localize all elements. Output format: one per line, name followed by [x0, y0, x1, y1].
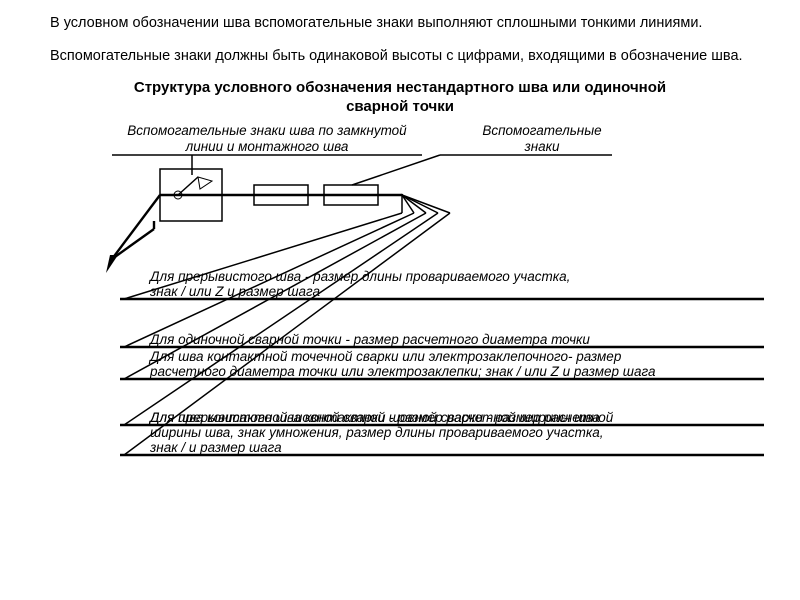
weld-designation-diagram: Вспомогательные знаки шва по замкнутойли… [22, 121, 782, 513]
row-intermittent-line-2: знак / или Z и размер шага [149, 284, 321, 299]
callout-closed-line-label-2: линии и монтажного шва [185, 139, 349, 154]
heading-line-2: сварной точки [346, 98, 454, 115]
site-weld-flag-icon [198, 177, 212, 189]
section-heading: Структура условного обозначения нестанда… [32, 79, 768, 117]
row-intermittent-seam-line-2: ширины шва, знак умножения, размер длины… [150, 425, 604, 440]
row-single-point-line-1: Для одиночной сварной точки - размер рас… [148, 332, 590, 347]
row-intermittent-seam-line-3: знак / и размер шага [149, 440, 282, 455]
row-intermittent-seam-line-1: Для прерывистого шва контактной шовной с… [148, 410, 614, 425]
row-spot-or-plug-line-1: Для шва контактной точечной сварки или э… [148, 349, 622, 364]
paragraph-2: Вспомогательные знаки должны быть одинак… [22, 47, 778, 66]
diagram-container: Вспомогательные знаки шва по замкнутойли… [22, 121, 782, 513]
callout-aux-label-2: знаки [523, 139, 560, 154]
callout-closed-line-label-1: Вспомогательные знаки шва по замкнутой [127, 123, 407, 138]
paragraph-1: В условном обозначении шва вспомогательн… [22, 14, 778, 33]
row-intermittent-line-1: Для прерывистого шва - размер длины пров… [148, 269, 570, 284]
heading-line-1: Структура условного обозначения нестанда… [134, 79, 666, 96]
callout-aux-label-1: Вспомогательные [482, 123, 601, 138]
row-spot-or-plug-line-2: расчетного диаметра точки или электрозак… [149, 364, 656, 379]
